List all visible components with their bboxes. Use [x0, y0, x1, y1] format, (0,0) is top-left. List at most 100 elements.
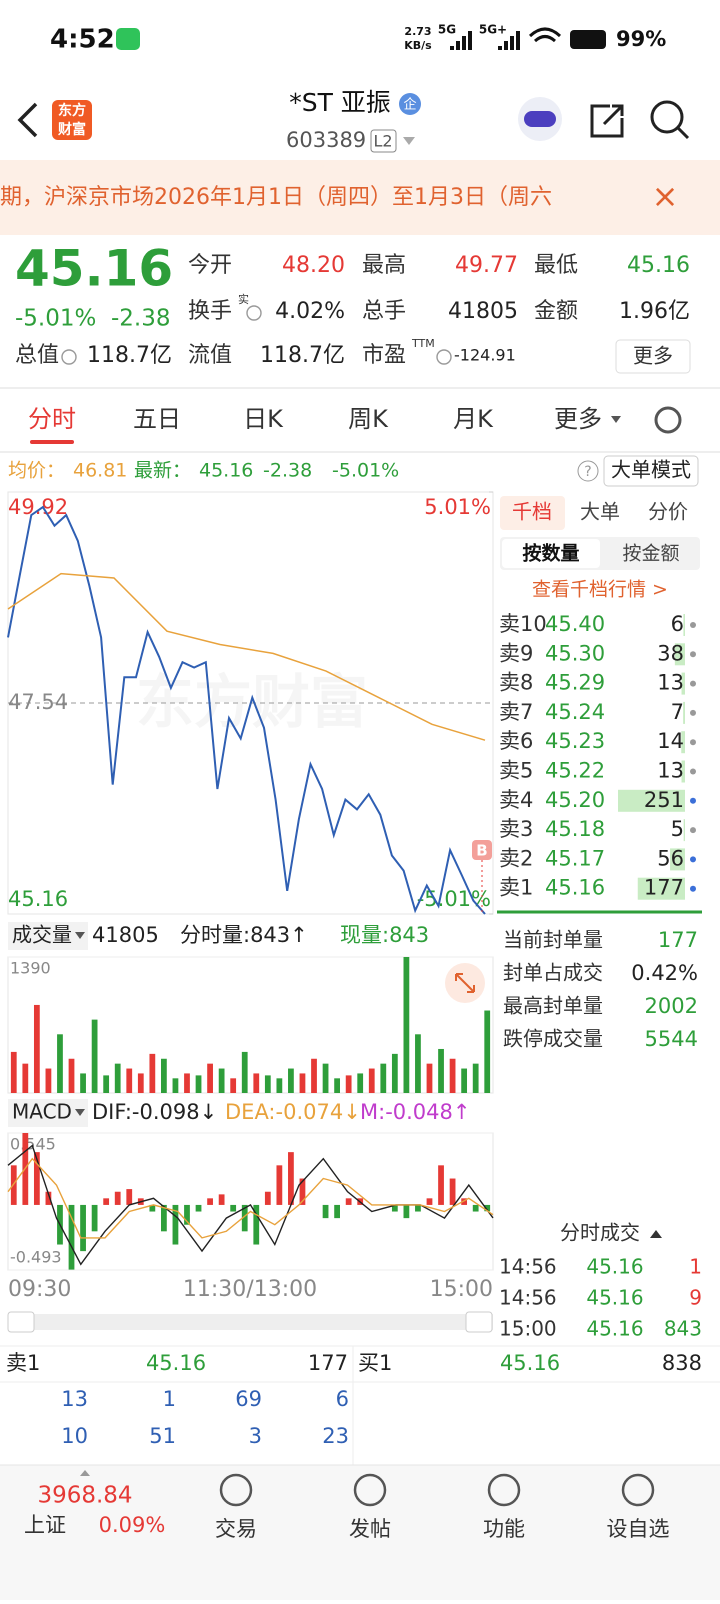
volume-bar [184, 1073, 190, 1093]
avg-value: 46.81 [73, 460, 127, 482]
index-name: 上证 [24, 1513, 66, 1537]
ask-price: 45.24 [545, 700, 605, 724]
level-qty: 838 [662, 1351, 702, 1375]
volume-bar [137, 1073, 144, 1093]
stat-value: 48.20 [282, 253, 345, 278]
book-tab[interactable]: 分价 [648, 500, 688, 524]
tab[interactable]: 日K [243, 405, 284, 433]
volume-bar [33, 1004, 40, 1093]
scrollbar[interactable] [8, 1314, 493, 1330]
ask-label: 卖10 [499, 612, 547, 636]
qty-dot [690, 768, 696, 775]
nav-item[interactable]: 发帖 [349, 1517, 391, 1541]
seal-label: 最高封单量 [503, 994, 603, 1018]
net-speed: 2.73 [404, 25, 431, 38]
book-tab[interactable]: 大单 [580, 500, 620, 524]
back-button[interactable] [17, 102, 38, 138]
stat-value: 41805 [448, 299, 518, 324]
help-icon [577, 460, 599, 482]
macd-bar [322, 1204, 329, 1219]
trades-title[interactable]: 分时成交 [560, 1221, 640, 1245]
stat-note: 实 [238, 292, 249, 306]
ask-qty: 251 [644, 788, 684, 812]
last-value: 45.16 [199, 460, 253, 482]
volume-bar [311, 1058, 317, 1093]
logo [52, 100, 92, 140]
volume-bar [149, 1053, 156, 1093]
y-tick-label: 0.545 [10, 1135, 56, 1154]
index-value[interactable]: 3968.84 [37, 1483, 132, 1509]
stat-label: 换手 [188, 299, 232, 324]
tab[interactable]: 周K [348, 405, 389, 433]
tick-volume: 分时量:843↑ [180, 923, 308, 947]
ask-price: 45.16 [545, 876, 605, 900]
more-button[interactable] [615, 339, 691, 374]
ask-label: 卖6 [499, 729, 533, 753]
ask-qty: 177 [644, 876, 684, 900]
volume-bar [57, 1034, 63, 1093]
stat-note: TTM [411, 337, 435, 350]
tab[interactable]: 月K [453, 405, 494, 433]
mode-button[interactable] [603, 455, 699, 487]
scroll-handle[interactable] [465, 1311, 493, 1333]
stock-code: 603389 [286, 128, 366, 152]
search-icon[interactable] [650, 100, 684, 134]
nav-item[interactable]: 设自选 [607, 1517, 670, 1541]
macd-bar [253, 1204, 260, 1245]
seal-value: 5544 [645, 1027, 698, 1051]
nav-icon[interactable] [621, 1473, 655, 1507]
dif-label: DIF:-0.098↓ [92, 1100, 217, 1124]
status-time: 4:52 [50, 25, 115, 55]
notice-close[interactable]: × [652, 177, 679, 215]
level-label: 买1 [358, 1351, 392, 1375]
nav-icon[interactable] [219, 1473, 253, 1507]
settings-icon[interactable] [654, 406, 682, 434]
more-text[interactable]: 更多 [633, 344, 673, 368]
sort-option[interactable]: 按数量 [522, 542, 579, 565]
tab[interactable]: 更多 [554, 405, 602, 433]
x-tick-label: 15:00 [430, 1277, 493, 1302]
tab[interactable]: 五日 [133, 405, 181, 433]
y-tick-label: 1390 [10, 959, 51, 978]
macd-bar [184, 1204, 190, 1225]
ask-label: 卖2 [499, 846, 533, 870]
nav-item[interactable]: 功能 [483, 1517, 525, 1541]
macd-bar [241, 1204, 248, 1232]
qty-dot [690, 856, 696, 863]
y-tick-label: 47.54 [8, 690, 68, 714]
level-caret [403, 137, 415, 145]
macd-bar [207, 1198, 213, 1205]
volume-bar [484, 1010, 491, 1093]
notice-fade [620, 160, 720, 235]
book-tab[interactable]: 千档 [512, 500, 552, 524]
sort-option[interactable]: 按金额 [622, 543, 679, 565]
volume-bar [264, 1075, 271, 1093]
macd-bar [484, 1204, 491, 1212]
mode-text[interactable]: 大单模式 [611, 458, 691, 482]
book-link[interactable]: 查看千档行情 > [532, 579, 668, 601]
signal-bar [462, 36, 466, 50]
ask-qty: 38 [657, 641, 684, 665]
qty-bar [618, 789, 685, 812]
marker-text: B [476, 842, 487, 860]
level-detail: 51 [149, 1424, 176, 1448]
nav-icon[interactable] [487, 1473, 521, 1507]
stat-value: 49.77 [455, 253, 518, 278]
ask-price: 45.30 [545, 641, 605, 665]
ask-label: 卖4 [499, 788, 533, 812]
y-tick-label: -0.493 [10, 1248, 62, 1267]
scroll-handle[interactable] [7, 1311, 35, 1333]
signal-bar [450, 46, 454, 50]
share-icon[interactable] [590, 104, 624, 138]
nav-icon[interactable] [353, 1473, 387, 1507]
nav-item[interactable]: 交易 [215, 1517, 257, 1541]
x-tick-label: 09:30 [8, 1277, 71, 1302]
wifi-icon [528, 27, 562, 43]
volume-bar [288, 1068, 294, 1093]
seal-value: 0.42% [631, 961, 698, 985]
tab[interactable]: 分时 [28, 405, 76, 433]
level-detail: 10 [61, 1424, 88, 1448]
net-type: 5G [438, 23, 456, 37]
volume-bar [253, 1073, 260, 1093]
